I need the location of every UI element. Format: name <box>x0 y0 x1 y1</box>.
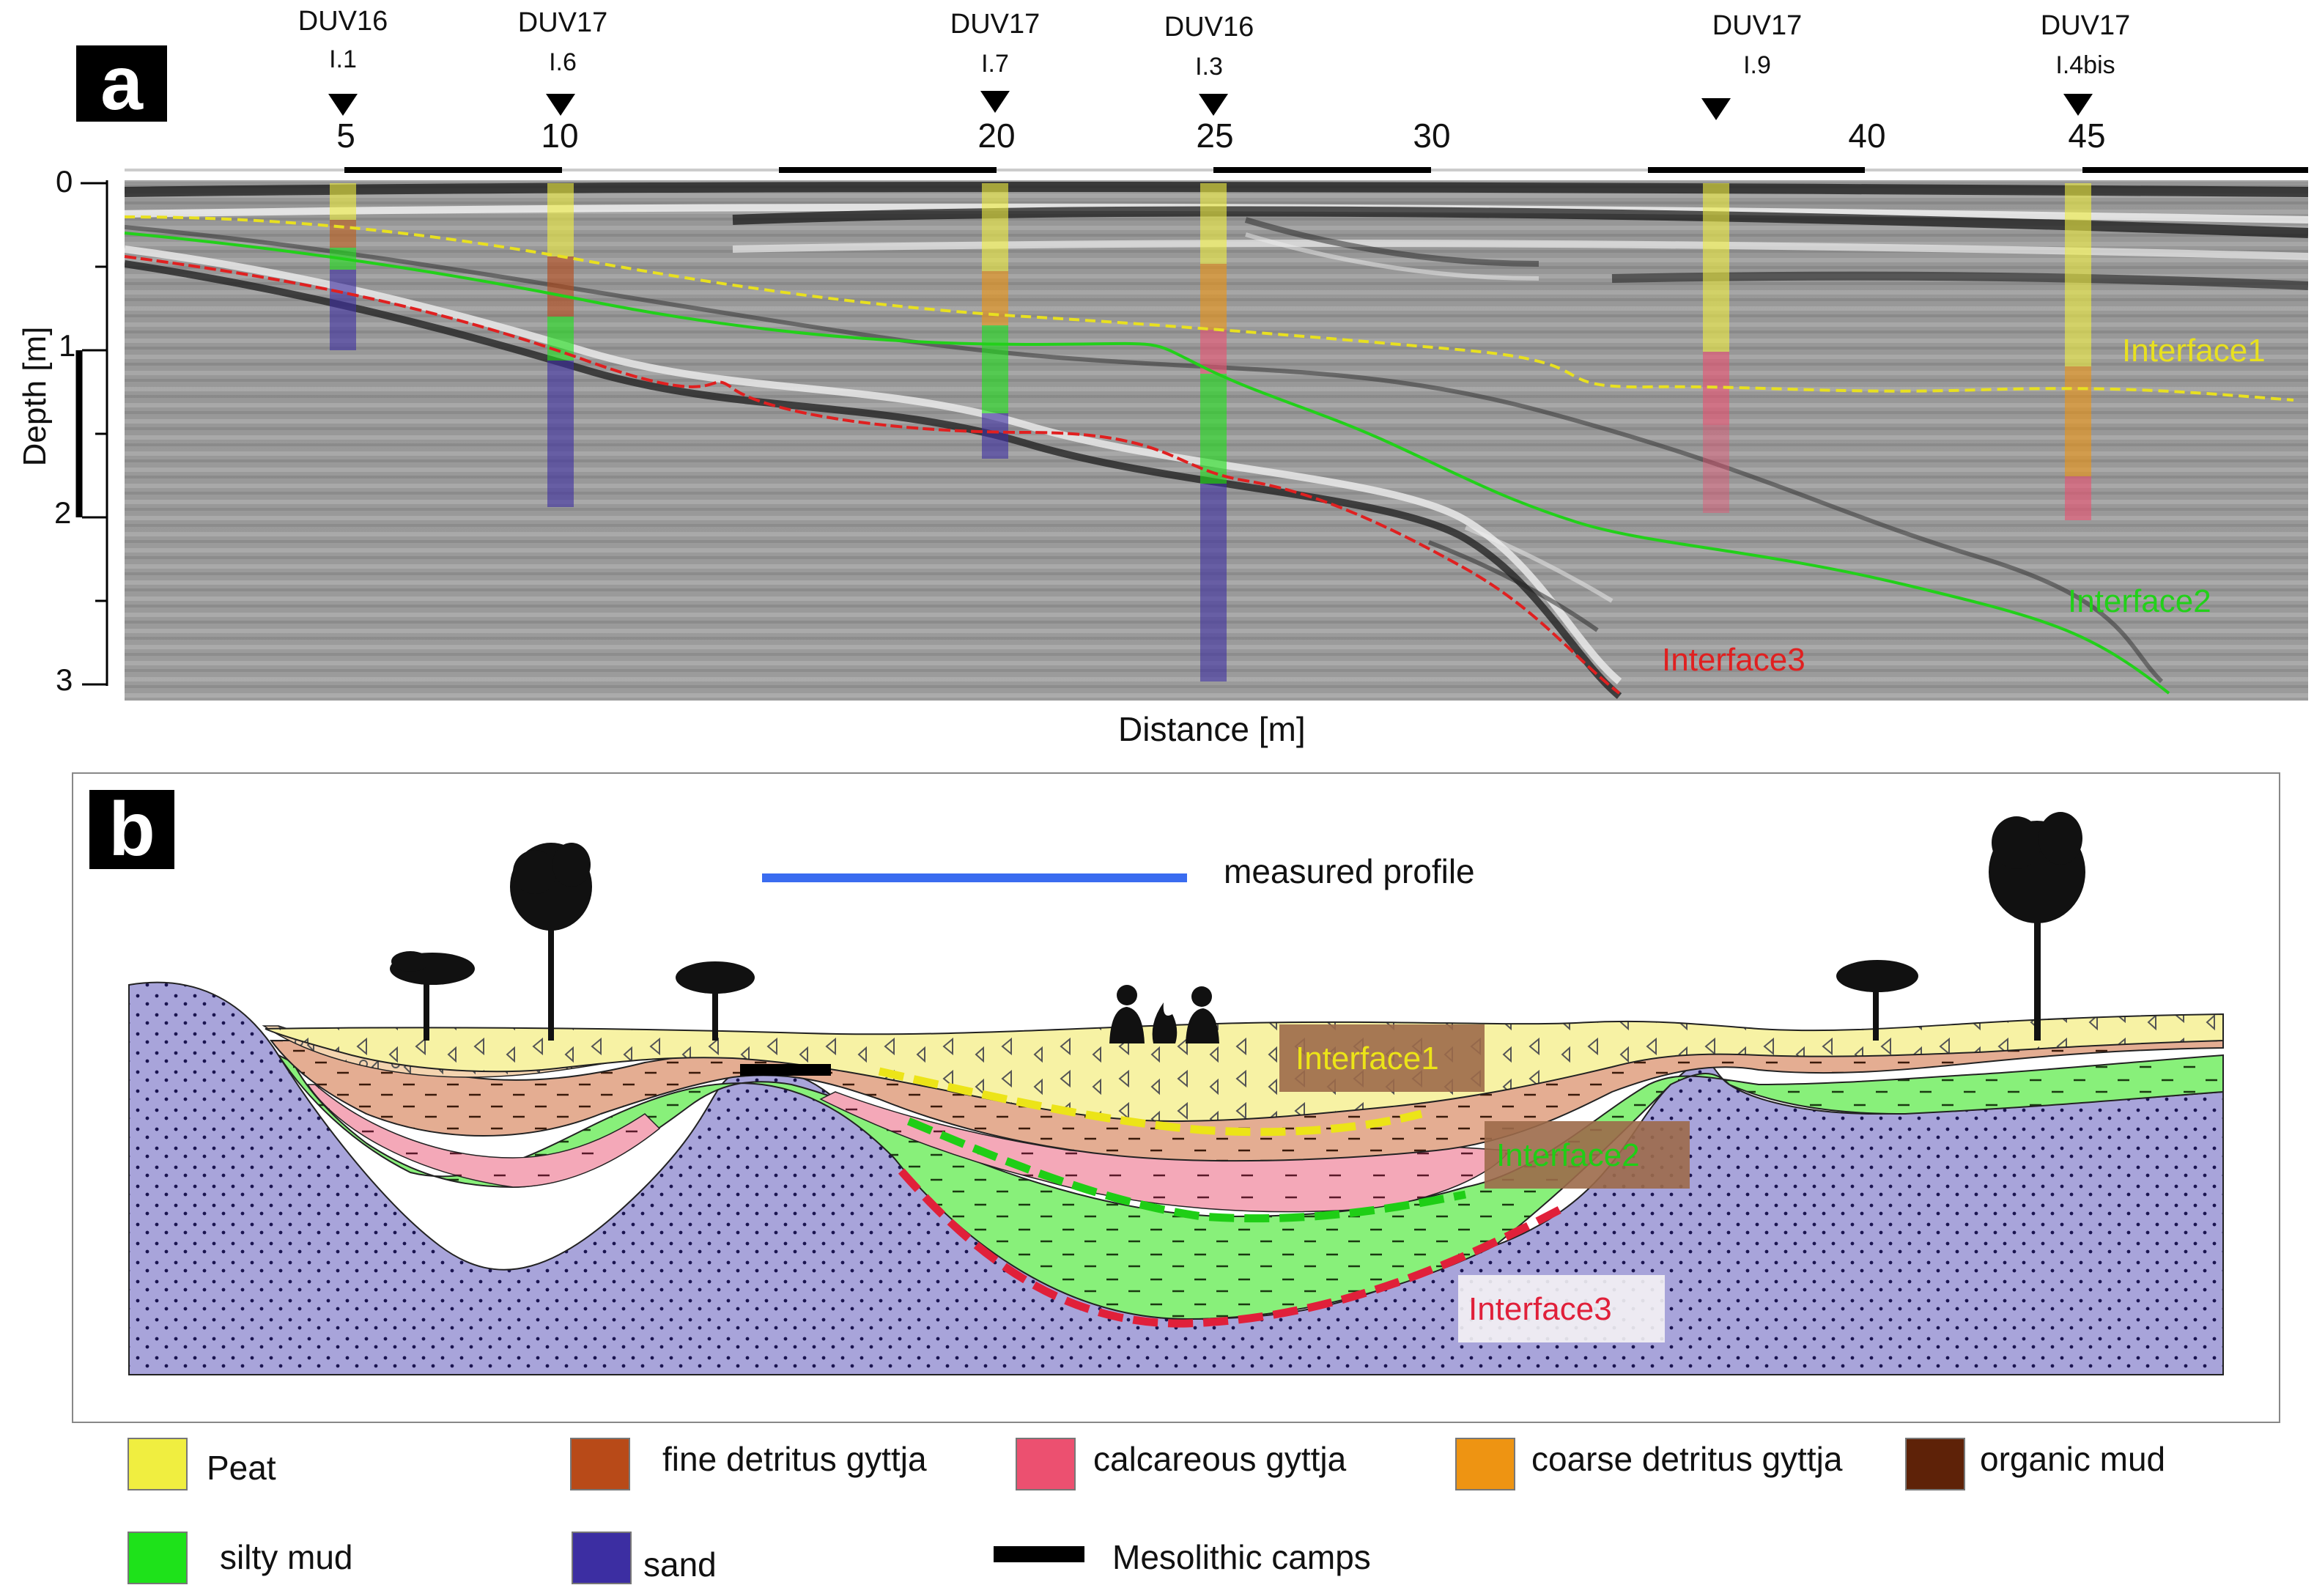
panel-a-tag: a <box>76 41 167 126</box>
core-id-1: I.1 <box>329 45 357 73</box>
legend-label-silty-mud: silty mud <box>220 1538 353 1576</box>
interface2-line <box>124 232 2170 695</box>
core-name-3: DUV17 <box>950 9 1040 40</box>
acacia-tree-icon <box>676 961 755 1041</box>
measured-profile-bar <box>762 873 1187 882</box>
core-id-6: I.4bis <box>2055 51 2115 79</box>
legend-label-fine-detritus-gyttja: fine detritus gyttja <box>662 1440 927 1478</box>
interface1-box-b <box>1279 1024 1485 1092</box>
core-markers <box>328 91 2093 120</box>
interface1-line-b <box>878 1067 1423 1137</box>
legend-label-sand: sand <box>643 1545 717 1584</box>
core-id-2: I.6 <box>549 48 577 76</box>
interface3-label-b: Interface3 <box>1468 1291 1612 1327</box>
y-tick-3: 3 <box>56 662 73 697</box>
geological-cross-section <box>128 812 2224 1375</box>
gpr-radargram <box>75 91 2308 701</box>
legend-label-peat: Peat <box>207 1449 276 1487</box>
legend-label-mesolithic-camps: Mesolithic camps <box>1112 1538 1371 1576</box>
x-tick-45: 45 <box>2068 117 2106 155</box>
x-tick-40: 40 <box>1848 117 1886 155</box>
legend-label-calcareous-gyttja: calcareous gyttja <box>1093 1440 1347 1478</box>
legend-swatch-silty-mud <box>127 1532 188 1584</box>
legend-swatch-calcareous-gyttja <box>1016 1438 1076 1490</box>
legend-swatch-sand <box>572 1532 632 1584</box>
interface2-label-b: Interface2 <box>1496 1137 1640 1173</box>
legend-label-coarse-detritus-gyttja: coarse detritus gyttja <box>1531 1440 1843 1478</box>
campfire-people-icon <box>1109 985 1219 1043</box>
interface3-label-a: Interface3 <box>1662 642 1805 678</box>
interface2-label-a: Interface2 <box>2068 583 2211 619</box>
interface1-label-a: Interface1 <box>2122 333 2266 369</box>
x-tick-5: 5 <box>336 117 355 155</box>
measured-profile-label: measured profile <box>1224 852 1475 890</box>
core-name-1: DUV16 <box>297 6 388 37</box>
core-id-4: I.3 <box>1195 53 1223 81</box>
peat-layer <box>265 1013 2224 1123</box>
core-name-5: DUV17 <box>1712 10 1803 41</box>
core-name-6: DUV17 <box>2040 10 2131 41</box>
calcareous-gyttja-layer <box>306 1084 661 1188</box>
x-axis-label: Distance [m] <box>1118 710 1306 748</box>
x-tick-25: 25 <box>1196 117 1234 155</box>
interface2-box-b <box>1485 1121 1690 1189</box>
x-tick-10: 10 <box>541 117 579 155</box>
y-tick-0: 0 <box>56 164 73 199</box>
interface3-line <box>124 255 1621 695</box>
legend-swatch-organic-mud <box>1905 1438 1965 1490</box>
mesolithic-camp-marker <box>740 1064 831 1076</box>
legend-swatch-coarse-detritus-gyttja <box>1455 1438 1515 1490</box>
tree-icon <box>510 843 592 1041</box>
y-axis-label: Depth [m] <box>17 326 53 467</box>
legend-swatch-fine-detritus-gyttja <box>570 1438 630 1490</box>
interface2-line-b <box>906 1117 1467 1223</box>
core-name-2: DUV17 <box>517 7 608 38</box>
legend-swatch-mesolithic-camps <box>994 1546 1084 1562</box>
acacia-tree-icon <box>1836 960 1918 1041</box>
interface1-line <box>124 215 2294 402</box>
panel-b-tag: b <box>89 787 174 872</box>
core-name-4: DUV16 <box>1164 12 1254 43</box>
interface3-box-b <box>1458 1275 1665 1342</box>
y-tick-1: 1 <box>59 328 76 363</box>
x-tick-20: 20 <box>977 117 1016 155</box>
legend-swatch-peat <box>127 1438 188 1490</box>
interface3-line-b <box>898 1168 1563 1328</box>
interface1-label-b: Interface1 <box>1295 1041 1439 1076</box>
core-columns <box>330 183 2091 681</box>
core-id-3: I.7 <box>981 50 1009 78</box>
y-tick-2: 2 <box>54 495 72 530</box>
legend-label-organic-mud: organic mud <box>1980 1440 2166 1478</box>
acacia-tree-icon <box>390 951 475 1041</box>
silty-mud-layer <box>276 1053 2224 1320</box>
x-tick-30: 30 <box>1413 117 1451 155</box>
panel-b-frame <box>72 772 2280 1423</box>
tree-icon <box>1989 812 2085 1041</box>
depth-axis <box>75 180 108 686</box>
core-id-5: I.9 <box>1743 51 1771 79</box>
